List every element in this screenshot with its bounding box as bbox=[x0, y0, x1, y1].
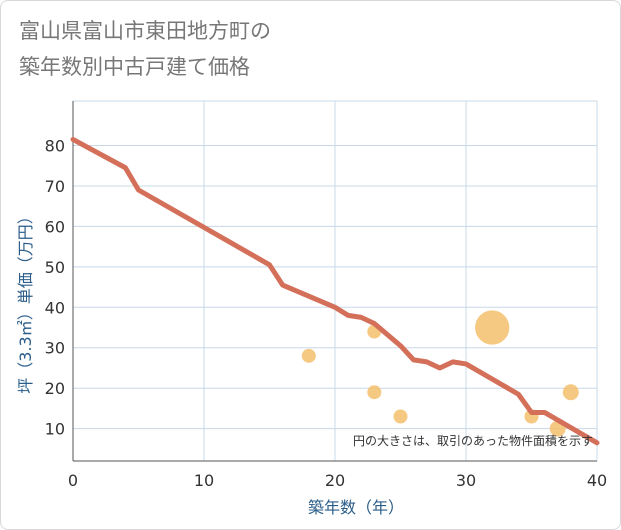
size-note: 円の大きさは、取引のあった物件面積を示す bbox=[353, 433, 593, 448]
bubble-point bbox=[367, 385, 382, 400]
trend-line bbox=[70, 136, 600, 446]
x-tick-label: 20 bbox=[325, 471, 345, 490]
tick-labels: 0 10 20 30 40 10 20 30 40 50 60 70 80 bbox=[45, 136, 608, 490]
y-tick-label: 50 bbox=[45, 258, 65, 277]
x-tick-label: 0 bbox=[68, 471, 78, 490]
y-tick-label: 20 bbox=[45, 379, 65, 398]
bubble-point bbox=[475, 310, 510, 345]
bubble-point bbox=[562, 384, 579, 401]
y-tick-label: 60 bbox=[45, 217, 65, 236]
x-tick-label: 30 bbox=[456, 471, 476, 490]
y-tick-label: 80 bbox=[45, 136, 65, 155]
axes bbox=[72, 101, 597, 462]
x-tick-label: 40 bbox=[587, 471, 607, 490]
x-tick-label: 10 bbox=[194, 471, 214, 490]
line-series bbox=[70, 136, 600, 446]
y-tick-label: 70 bbox=[45, 177, 65, 196]
y-axis-title: 坪（3.3㎡）単価（万円） bbox=[16, 208, 35, 393]
y-tick-label: 40 bbox=[45, 298, 65, 317]
chart-title: 富山県富山市東田地方町の 築年数別中古戸建て価格 bbox=[19, 13, 271, 85]
x-axis-title: 築年数（年） bbox=[308, 498, 404, 517]
y-tick-label: 30 bbox=[45, 339, 65, 358]
grid bbox=[73, 100, 598, 461]
bubble-point bbox=[301, 348, 316, 363]
y-tick-label: 10 bbox=[45, 420, 65, 439]
chart-title-line2: 築年数別中古戸建て価格 bbox=[19, 55, 250, 79]
bubble-series bbox=[301, 310, 579, 437]
bubble-point bbox=[393, 409, 408, 424]
chart-title-line1: 富山県富山市東田地方町の bbox=[19, 19, 271, 43]
